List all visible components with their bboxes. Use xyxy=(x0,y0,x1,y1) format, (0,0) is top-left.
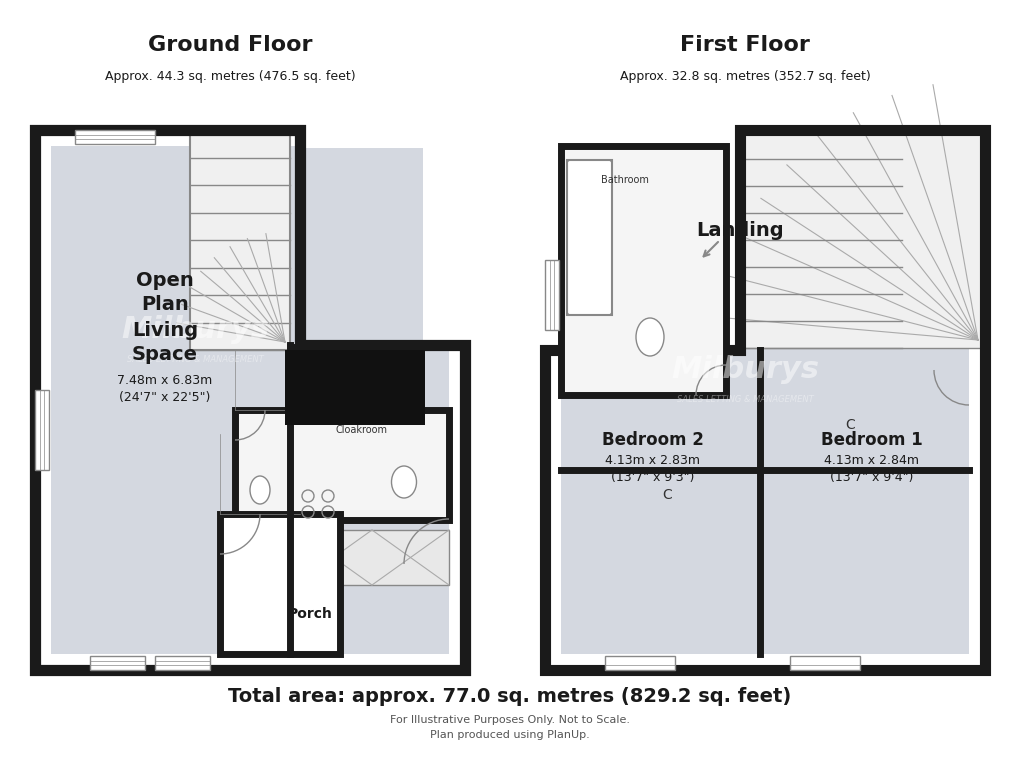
Bar xyxy=(294,530,448,585)
Bar xyxy=(35,390,49,470)
Text: Ground Floor: Ground Floor xyxy=(148,35,312,55)
Bar xyxy=(604,656,675,670)
Text: (13'7" x 9'3"): (13'7" x 9'3") xyxy=(610,471,694,484)
Text: Bedroom 2: Bedroom 2 xyxy=(601,431,703,449)
Text: Approx. 32.8 sq. metres (352.7 sq. feet): Approx. 32.8 sq. metres (352.7 sq. feet) xyxy=(619,70,869,83)
Text: Bedroom 1: Bedroom 1 xyxy=(820,431,922,449)
Text: Plan produced using PlanUp.: Plan produced using PlanUp. xyxy=(430,730,589,740)
Text: Approx. 44.3 sq. metres (476.5 sq. feet): Approx. 44.3 sq. metres (476.5 sq. feet) xyxy=(105,70,355,83)
Text: Space: Space xyxy=(131,346,198,364)
Text: (13'7" x 9'4"): (13'7" x 9'4") xyxy=(829,471,913,484)
Bar xyxy=(790,656,859,670)
Text: First Floor: First Floor xyxy=(680,35,809,55)
Text: 4.13m x 2.84m: 4.13m x 2.84m xyxy=(823,454,918,467)
Text: 7.48m x 6.83m: 7.48m x 6.83m xyxy=(117,373,212,386)
Text: Cloakroom: Cloakroom xyxy=(335,425,387,435)
Bar xyxy=(220,514,339,654)
Bar xyxy=(741,132,982,348)
Ellipse shape xyxy=(250,476,270,504)
Bar xyxy=(560,146,726,395)
Text: 4.13m x 2.83m: 4.13m x 2.83m xyxy=(605,454,700,467)
Polygon shape xyxy=(51,146,448,654)
Text: C: C xyxy=(845,418,854,432)
Bar xyxy=(90,656,145,670)
Text: C: C xyxy=(661,488,672,502)
Bar xyxy=(284,350,425,425)
Text: SALES LETTING & MANAGEMENT: SALES LETTING & MANAGEMENT xyxy=(126,356,263,364)
Bar xyxy=(53,148,423,652)
Ellipse shape xyxy=(391,466,416,498)
Text: Bathroom: Bathroom xyxy=(600,175,648,185)
Bar xyxy=(300,482,350,520)
Bar xyxy=(190,130,289,350)
Bar xyxy=(294,480,448,520)
Text: For Illustrative Purposes Only. Not to Scale.: For Illustrative Purposes Only. Not to S… xyxy=(389,715,630,725)
Bar xyxy=(155,656,210,670)
Text: Total area: approx. 77.0 sq. metres (829.2 sq. feet): Total area: approx. 77.0 sq. metres (829… xyxy=(228,688,791,707)
Text: (24'7" x 22'5"): (24'7" x 22'5") xyxy=(119,392,211,405)
Ellipse shape xyxy=(636,318,663,356)
Text: Porch: Porch xyxy=(287,607,332,621)
Bar xyxy=(741,132,982,348)
Bar xyxy=(544,260,558,330)
Bar xyxy=(190,130,289,350)
Bar xyxy=(75,130,155,144)
Text: Plan: Plan xyxy=(141,295,189,314)
Text: Living: Living xyxy=(131,321,198,340)
Text: Landing: Landing xyxy=(696,220,783,239)
Bar xyxy=(567,160,611,315)
Text: SALES LETTING & MANAGEMENT: SALES LETTING & MANAGEMENT xyxy=(676,396,812,405)
Polygon shape xyxy=(560,146,968,654)
Text: Milburys: Milburys xyxy=(121,315,269,344)
Bar xyxy=(234,410,448,520)
Text: Milburys: Milburys xyxy=(671,356,818,385)
Text: Open: Open xyxy=(136,271,194,289)
